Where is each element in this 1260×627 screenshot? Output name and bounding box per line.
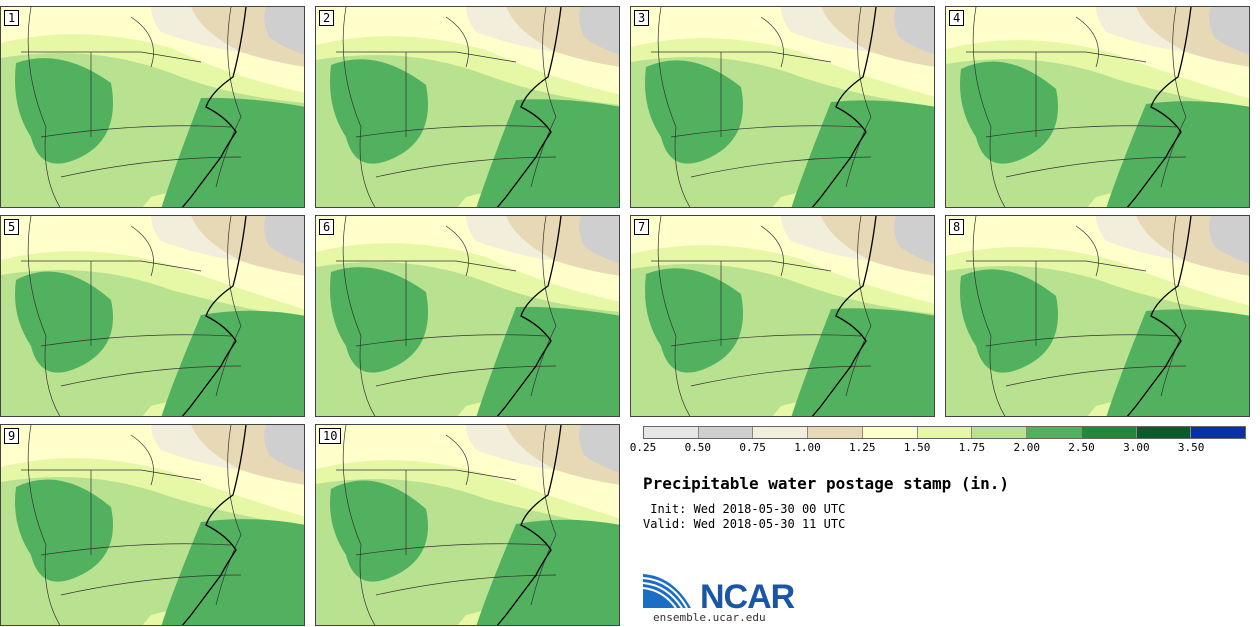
tick-label: 2.00 xyxy=(1013,441,1040,454)
colorbar-swatch xyxy=(753,427,809,438)
pw-map xyxy=(946,216,1249,416)
colorbar-swatch xyxy=(644,427,699,438)
tick-label: 1.25 xyxy=(849,441,876,454)
colorbar-ticks: 0.25 0.50 0.75 1.00 1.25 1.50 1.75 2.00 2.50 3.00… xyxy=(629,439,1249,454)
colorbar-swatch xyxy=(1027,427,1082,438)
colorbar-swatch xyxy=(808,427,863,438)
panel-number: 10 xyxy=(319,428,342,444)
panel-number: 8 xyxy=(949,219,965,235)
panel-number: 7 xyxy=(634,219,650,235)
map-panel-4: 4 xyxy=(945,6,1250,208)
panel-number: 2 xyxy=(319,10,335,26)
time-info: Init: Wed 2018-05-30 00 UTC Valid: Wed 2… xyxy=(643,502,845,532)
colorbar-swatch xyxy=(862,427,918,438)
pw-map xyxy=(631,216,934,416)
panel-number: 4 xyxy=(949,10,965,26)
valid-time: Valid: Wed 2018-05-30 11 UTC xyxy=(643,517,846,531)
website-label[interactable]: ensemble.ucar.edu xyxy=(653,611,766,624)
colorbar-swatch xyxy=(1191,427,1246,438)
figure-title: Precipitable water postage stamp (in.) xyxy=(643,474,1010,493)
map-panel-6: 6 xyxy=(315,215,620,417)
colorbar-swatch xyxy=(972,427,1028,438)
colorbar-swatch xyxy=(1081,427,1137,438)
map-panel-1: 1 xyxy=(0,6,305,208)
colorbar-swatch xyxy=(1136,427,1192,438)
map-panel-7: 7 xyxy=(630,215,935,417)
ncar-logo-text: NCAR xyxy=(700,578,795,616)
colorbar xyxy=(643,426,1246,439)
map-panel-10: 10 xyxy=(315,424,620,626)
tick-label: 2.50 xyxy=(1068,441,1095,454)
tick-label: 1.75 xyxy=(958,441,986,454)
color-legend: 0.25 0.50 0.75 1.00 1.25 1.50 1.75 2.00 2.50 3.00… xyxy=(630,426,1249,454)
tick-label: 0.25 xyxy=(629,441,657,454)
pw-map xyxy=(946,7,1249,207)
tick-label: 0.50 xyxy=(684,441,712,454)
init-time: Init: Wed 2018-05-30 00 UTC xyxy=(643,502,846,516)
panel-number: 9 xyxy=(4,428,20,444)
tick-label: 1.50 xyxy=(903,441,931,454)
pw-map xyxy=(1,425,304,625)
tick-label: 3.50 xyxy=(1177,441,1205,454)
panel-number: 5 xyxy=(4,219,20,235)
panel-number: 6 xyxy=(319,219,335,235)
pw-map xyxy=(1,216,304,416)
tick-label: 1.00 xyxy=(794,441,821,454)
pw-map xyxy=(316,7,619,207)
ncar-logo-icon xyxy=(642,570,695,616)
tick-label: 3.00 xyxy=(1123,441,1150,454)
map-panel-2: 2 xyxy=(315,6,620,208)
pw-map xyxy=(1,7,304,207)
map-panel-5: 5 xyxy=(0,215,305,417)
colorbar-swatch xyxy=(698,427,754,438)
pw-map xyxy=(631,7,934,207)
panel-number: 1 xyxy=(4,10,20,26)
map-panel-9: 9 xyxy=(0,424,305,626)
colorbar-swatch xyxy=(917,427,973,438)
panel-number: 3 xyxy=(634,10,650,26)
map-panel-3: 3 xyxy=(630,6,935,208)
tick-label: 0.75 xyxy=(739,441,766,454)
pw-map xyxy=(316,216,619,416)
map-panel-8: 8 xyxy=(945,215,1250,417)
pw-map xyxy=(316,425,619,625)
